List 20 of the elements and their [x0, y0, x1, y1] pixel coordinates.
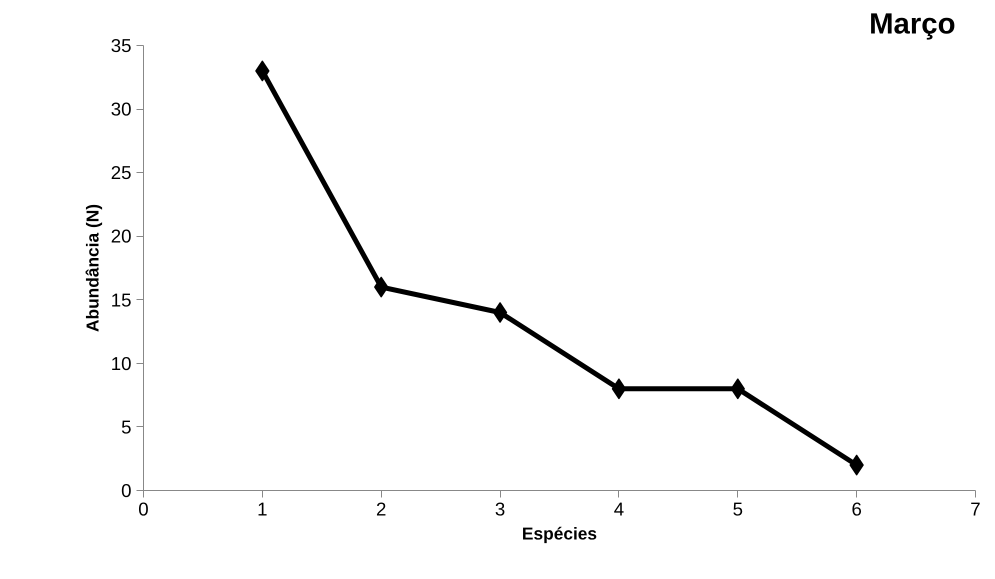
x-tick-label: 4: [614, 498, 624, 520]
x-tick-label: 7: [970, 498, 981, 520]
point: [492, 302, 508, 323]
y-tick-label: 5: [121, 416, 132, 438]
chart-title: Março: [869, 8, 956, 40]
y-tick-label: 25: [110, 162, 132, 184]
y-tick-label: 20: [110, 226, 132, 247]
y-tick-label: 10: [110, 352, 132, 374]
x-tick-label: 5: [732, 498, 743, 520]
y-axis-title: Abundância (N): [82, 204, 103, 332]
x-tick-label: 0: [138, 498, 149, 520]
x-tick-label: 6: [851, 498, 862, 520]
x-tick-label: 1: [257, 498, 268, 520]
x-tick-label: 2: [376, 498, 386, 520]
y-tick-label: 30: [110, 98, 132, 120]
y-tick-label: 15: [110, 289, 132, 310]
y-tick-label: 35: [110, 35, 132, 56]
y-tick-label: 0: [121, 480, 132, 501]
x-axis-title: Espécies: [522, 524, 598, 544]
x-tick-label: 3: [494, 498, 506, 520]
